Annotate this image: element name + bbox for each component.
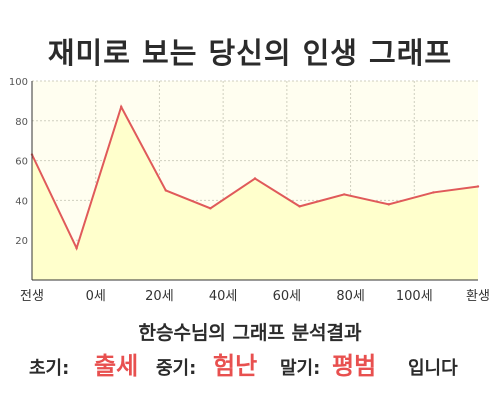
data-point	[253, 177, 257, 180]
mid-value: 험난	[213, 352, 258, 380]
y-tick-label: 60	[15, 157, 28, 168]
analysis-heading: 한승수님의 그래프 분석결과	[138, 322, 362, 344]
y-tick-label: 100	[9, 77, 28, 88]
analysis-result-line: 초기: 출세 중기: 험난 말기: 평범 입니다	[0, 346, 500, 380]
late-value: 평범	[332, 352, 377, 380]
x-tick-label: 60세	[273, 289, 302, 304]
x-tick-label: 전생	[20, 289, 44, 304]
y-tick-label: 20	[15, 236, 28, 247]
late-label: 말기:	[280, 358, 321, 379]
x-tick-label: 20세	[145, 289, 174, 304]
early-label: 초기:	[29, 358, 70, 379]
ending-text: 입니다	[408, 358, 458, 379]
x-tick-label: 40세	[209, 289, 238, 304]
life-graph-chart: 20 40 60 80 100 전생 0세 20세 40세 60세 80세 100세 환생	[9, 77, 490, 304]
y-tick-label: 40	[15, 196, 28, 207]
data-point	[120, 105, 123, 109]
x-tick-label: 0세	[86, 289, 106, 304]
y-tick-label: 80	[15, 117, 28, 128]
x-tick-label: 80세	[336, 289, 365, 304]
x-tick-label: 100세	[396, 289, 433, 304]
data-point	[298, 205, 301, 208]
data-point	[209, 207, 212, 210]
x-tick-label: 환생	[466, 289, 490, 304]
data-point	[343, 193, 346, 196]
data-point	[432, 191, 435, 194]
mid-label: 중기:	[156, 358, 197, 379]
early-value: 출세	[94, 352, 139, 380]
chart-axes: 20 40 60 80 100 전생 0세 20세 40세 60세 80세 100세 환생	[9, 77, 490, 304]
data-point	[387, 203, 390, 206]
data-point	[75, 246, 78, 250]
data-point	[476, 185, 480, 188]
page-title: 재미로 보는 당신의 인생 그래프	[47, 36, 453, 70]
data-point	[164, 189, 167, 192]
